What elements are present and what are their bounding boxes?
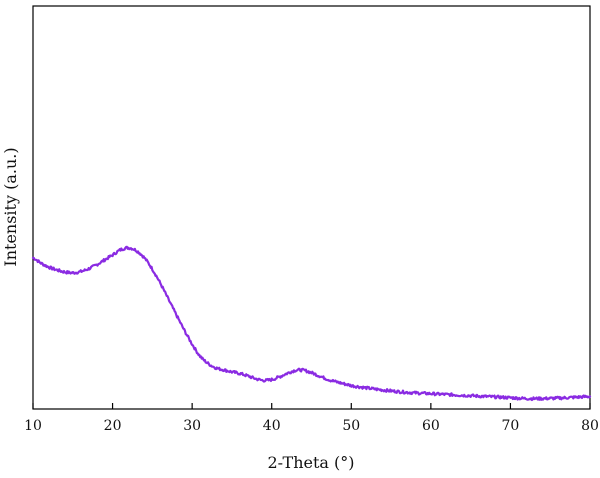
x-tick-label-30: 30 xyxy=(183,418,201,434)
x-tick-label-20: 20 xyxy=(104,418,122,434)
x-tick-label-50: 50 xyxy=(342,418,360,434)
x-tick-label-40: 40 xyxy=(263,418,281,434)
x-axis-title: 2-Theta (°) xyxy=(268,453,355,472)
x-tick-labels: 10 20 30 40 50 60 70 80 xyxy=(24,418,599,434)
plot-frame xyxy=(32,5,591,410)
x-tick-label-70: 70 xyxy=(502,418,520,434)
y-axis-title: Intensity (a.u.) xyxy=(1,147,20,266)
x-tick-label-80: 80 xyxy=(581,418,599,434)
x-ticks xyxy=(32,403,591,409)
x-tick-label-10: 10 xyxy=(24,418,42,434)
series-line xyxy=(31,245,592,402)
x-tick-label-60: 60 xyxy=(422,418,440,434)
